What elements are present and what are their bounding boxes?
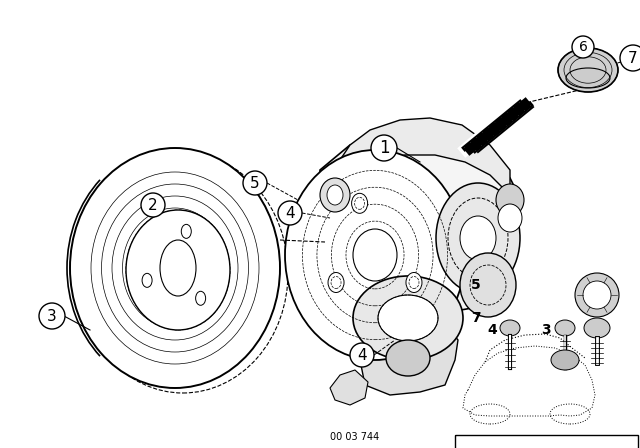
Ellipse shape — [386, 340, 430, 376]
Circle shape — [278, 201, 302, 225]
Circle shape — [350, 343, 374, 367]
Text: 00 03 744: 00 03 744 — [330, 432, 380, 442]
Polygon shape — [330, 118, 510, 195]
Ellipse shape — [285, 150, 465, 360]
Text: 7: 7 — [628, 51, 638, 65]
Ellipse shape — [78, 153, 288, 393]
Ellipse shape — [498, 204, 522, 232]
Ellipse shape — [500, 320, 520, 336]
Polygon shape — [355, 330, 458, 395]
Ellipse shape — [378, 295, 438, 341]
Ellipse shape — [406, 272, 422, 293]
Text: 4: 4 — [357, 348, 367, 362]
Text: 2: 2 — [148, 198, 158, 212]
Text: 3: 3 — [47, 309, 57, 323]
Ellipse shape — [351, 194, 367, 213]
Ellipse shape — [460, 216, 496, 260]
Text: 3: 3 — [541, 323, 551, 337]
Ellipse shape — [353, 276, 463, 360]
Circle shape — [620, 45, 640, 71]
Ellipse shape — [320, 178, 350, 212]
Ellipse shape — [460, 253, 516, 317]
Text: 1: 1 — [379, 139, 389, 157]
Polygon shape — [330, 370, 368, 405]
Ellipse shape — [70, 148, 280, 388]
Ellipse shape — [196, 291, 205, 305]
Ellipse shape — [436, 183, 520, 293]
Ellipse shape — [142, 273, 152, 287]
Ellipse shape — [496, 184, 524, 216]
Ellipse shape — [551, 350, 579, 370]
Text: 4: 4 — [487, 323, 497, 337]
Circle shape — [243, 171, 267, 195]
Ellipse shape — [566, 68, 610, 88]
Ellipse shape — [558, 48, 618, 92]
Text: 4: 4 — [285, 206, 295, 220]
Text: 6: 6 — [579, 40, 588, 54]
Circle shape — [141, 193, 165, 217]
Bar — [455, 435, 638, 448]
Ellipse shape — [575, 273, 619, 317]
Text: 7: 7 — [471, 311, 481, 325]
Circle shape — [572, 36, 594, 58]
Text: 5: 5 — [250, 176, 260, 190]
Ellipse shape — [555, 320, 575, 336]
Ellipse shape — [160, 240, 196, 296]
Ellipse shape — [327, 185, 343, 205]
Ellipse shape — [328, 272, 344, 293]
Polygon shape — [315, 165, 365, 315]
Ellipse shape — [584, 318, 610, 338]
Circle shape — [371, 135, 397, 161]
Ellipse shape — [353, 229, 397, 281]
Ellipse shape — [126, 210, 230, 330]
Ellipse shape — [583, 281, 611, 309]
Text: 5: 5 — [471, 278, 481, 292]
Ellipse shape — [181, 224, 191, 238]
Circle shape — [39, 303, 65, 329]
Polygon shape — [315, 130, 520, 330]
